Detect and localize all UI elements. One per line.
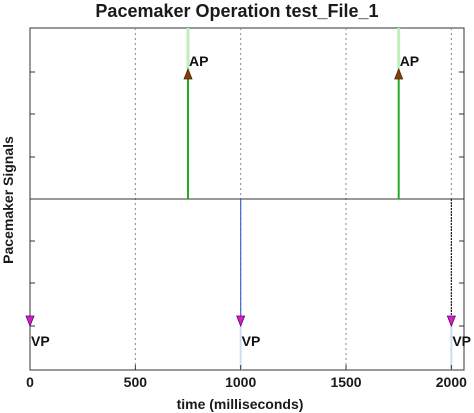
chart-title: Pacemaker Operation test_File_1 <box>95 1 378 21</box>
x-axis-label: time (milliseconds) <box>177 396 304 412</box>
x-tick-label: 1500 <box>330 374 361 390</box>
ventricular-pulse-marker <box>236 315 246 328</box>
atrial-pulse-glow <box>186 28 190 72</box>
ventricular-pulse-label: VP <box>242 333 261 349</box>
y-ticks <box>30 71 464 327</box>
ventricular-pulse-marker <box>446 315 456 328</box>
ventricular-pulse-label: VP <box>452 333 471 349</box>
x-tick-label: 1000 <box>225 374 256 390</box>
x-tick-label: 0 <box>26 374 34 390</box>
ventricular-pulse-marker <box>25 315 35 328</box>
atrial-pulse-label: AP <box>189 53 208 69</box>
ventricular-pulse-label: VP <box>31 333 50 349</box>
event-markers: AP AP VP VP VP <box>25 28 471 370</box>
y-axis-label: Pacemaker Signals <box>0 136 16 264</box>
x-ticks: 0 500 1000 1500 2000 <box>26 365 467 390</box>
atrial-pulse-glow <box>397 28 401 72</box>
atrial-pulse-marker <box>183 67 193 80</box>
x-tick-label: 500 <box>124 374 148 390</box>
atrial-pulse-marker <box>394 67 404 80</box>
x-tick-label: 2000 <box>436 374 467 390</box>
atrial-pulse-label: AP <box>400 53 419 69</box>
